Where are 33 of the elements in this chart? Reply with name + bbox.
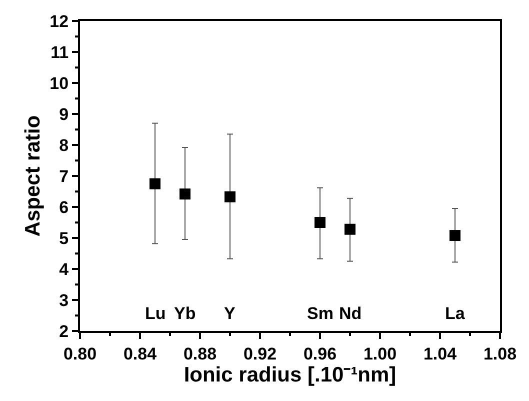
x-tick-label: 0.84	[123, 344, 158, 364]
y-tick-label: 7	[59, 166, 69, 186]
y-tick-label: 8	[59, 136, 69, 155]
annotation: Nd	[339, 304, 362, 323]
annotation: La	[445, 304, 466, 323]
annotation: Yb	[174, 304, 196, 323]
x-tick-label: 0.80	[63, 344, 97, 364]
annotation: Sm	[307, 304, 334, 323]
y-tick-label: 2	[59, 322, 69, 341]
point	[314, 217, 326, 228]
x-tick-label: 0.96	[303, 344, 337, 364]
x-tick-label: 1.08	[483, 344, 517, 364]
x-axis-title: Ionic radius [.10⁻¹nm]	[184, 363, 396, 386]
y-tick-label: 4	[59, 260, 70, 279]
x-tick-label: 0.88	[183, 344, 217, 364]
point	[224, 191, 236, 202]
point	[344, 224, 356, 235]
annotation: Lu	[145, 304, 166, 323]
y-tick-label: 9	[59, 104, 69, 124]
point	[180, 188, 190, 200]
x-tick-label: 1.00	[363, 344, 397, 364]
y-tick-label: 3	[59, 290, 69, 310]
annotation: Y	[224, 304, 236, 323]
x-tick-label: 1.04	[423, 344, 458, 364]
y-tick-label: 10	[50, 74, 69, 93]
y-tick-label: 6	[59, 198, 69, 217]
point	[450, 230, 460, 242]
y-tick-label: 12	[50, 12, 69, 31]
y-axis-title: Aspect ratio	[21, 115, 44, 237]
y-tick-label: 11	[50, 42, 69, 62]
x-tick-label: 0.92	[243, 344, 277, 364]
point	[150, 178, 160, 190]
y-tick-label: 5	[59, 228, 69, 248]
